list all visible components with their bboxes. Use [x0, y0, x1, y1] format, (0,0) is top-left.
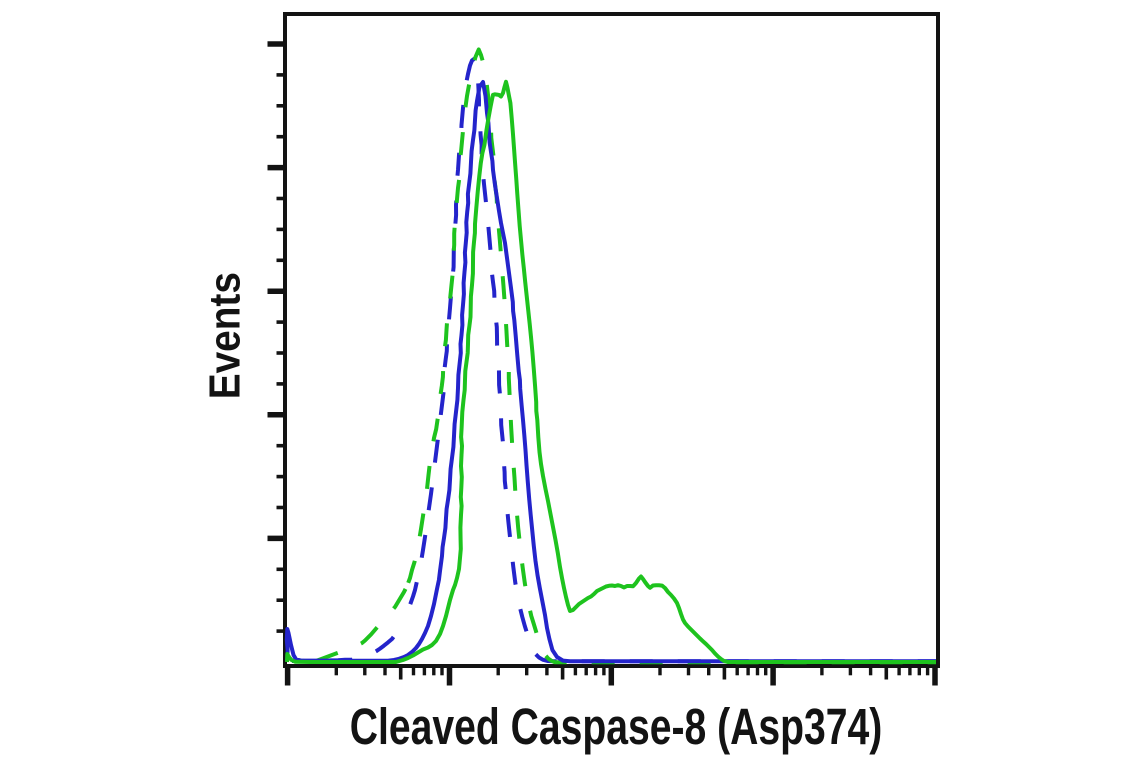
svg-text:Cleaved Caspase-8 (Asp374): Cleaved Caspase-8 (Asp374)	[350, 698, 883, 755]
svg-text:Events: Events	[199, 272, 249, 399]
